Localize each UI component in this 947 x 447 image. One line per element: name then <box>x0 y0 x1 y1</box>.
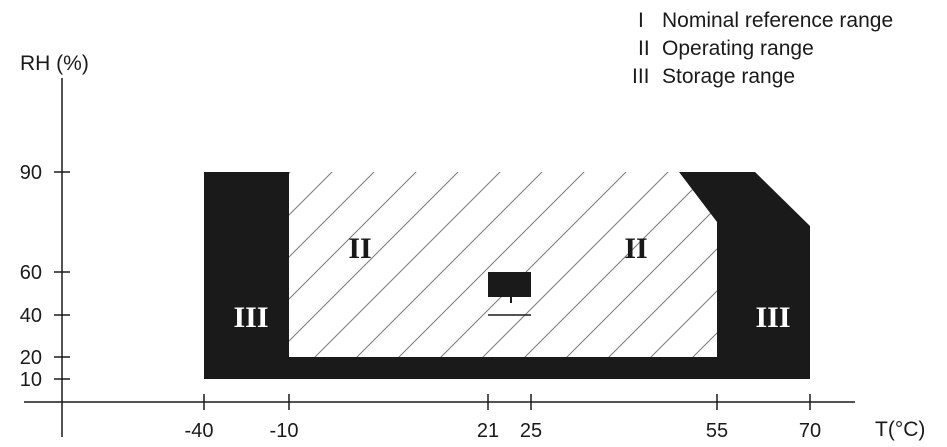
y-tick-label: 40 <box>20 305 42 327</box>
x-tick-label: -40 <box>185 420 214 442</box>
operating-range-label-right: II <box>624 232 647 265</box>
x-ticks <box>203 394 811 410</box>
operating-range-label-left: II <box>348 232 371 265</box>
x-tick-label: -10 <box>270 420 299 442</box>
nominal-reference-range-area <box>488 272 531 297</box>
legend: I Nominal reference range II Operating r… <box>632 9 893 88</box>
storage-range-label-left: III <box>233 301 268 334</box>
y-ticks <box>54 171 70 380</box>
legend-text-1: Nominal reference range <box>662 9 893 32</box>
y-tick-label: 90 <box>20 162 42 184</box>
legend-text-2: Operating range <box>662 37 814 60</box>
legend-text-3: Storage range <box>662 65 795 88</box>
storage-range-label-right: III <box>755 301 790 334</box>
legend-numeral-3: III <box>632 65 650 88</box>
y-tick-label: 60 <box>20 262 42 284</box>
x-tick-label: 21 <box>477 420 499 442</box>
y-tick-label: 20 <box>20 347 42 369</box>
x-tick-label: 55 <box>706 420 728 442</box>
y-tick-label: 10 <box>20 369 42 391</box>
storage-range-area <box>204 172 810 379</box>
x-tick-label: 70 <box>799 420 821 442</box>
y-axis-title: RH (%) <box>20 52 89 75</box>
legend-numeral-2: II <box>638 37 650 60</box>
operating-range-area <box>289 172 719 357</box>
x-tick-label: 25 <box>520 420 542 442</box>
legend-numeral-1: I <box>638 9 644 32</box>
x-axis-title: T(°C) <box>875 418 925 441</box>
